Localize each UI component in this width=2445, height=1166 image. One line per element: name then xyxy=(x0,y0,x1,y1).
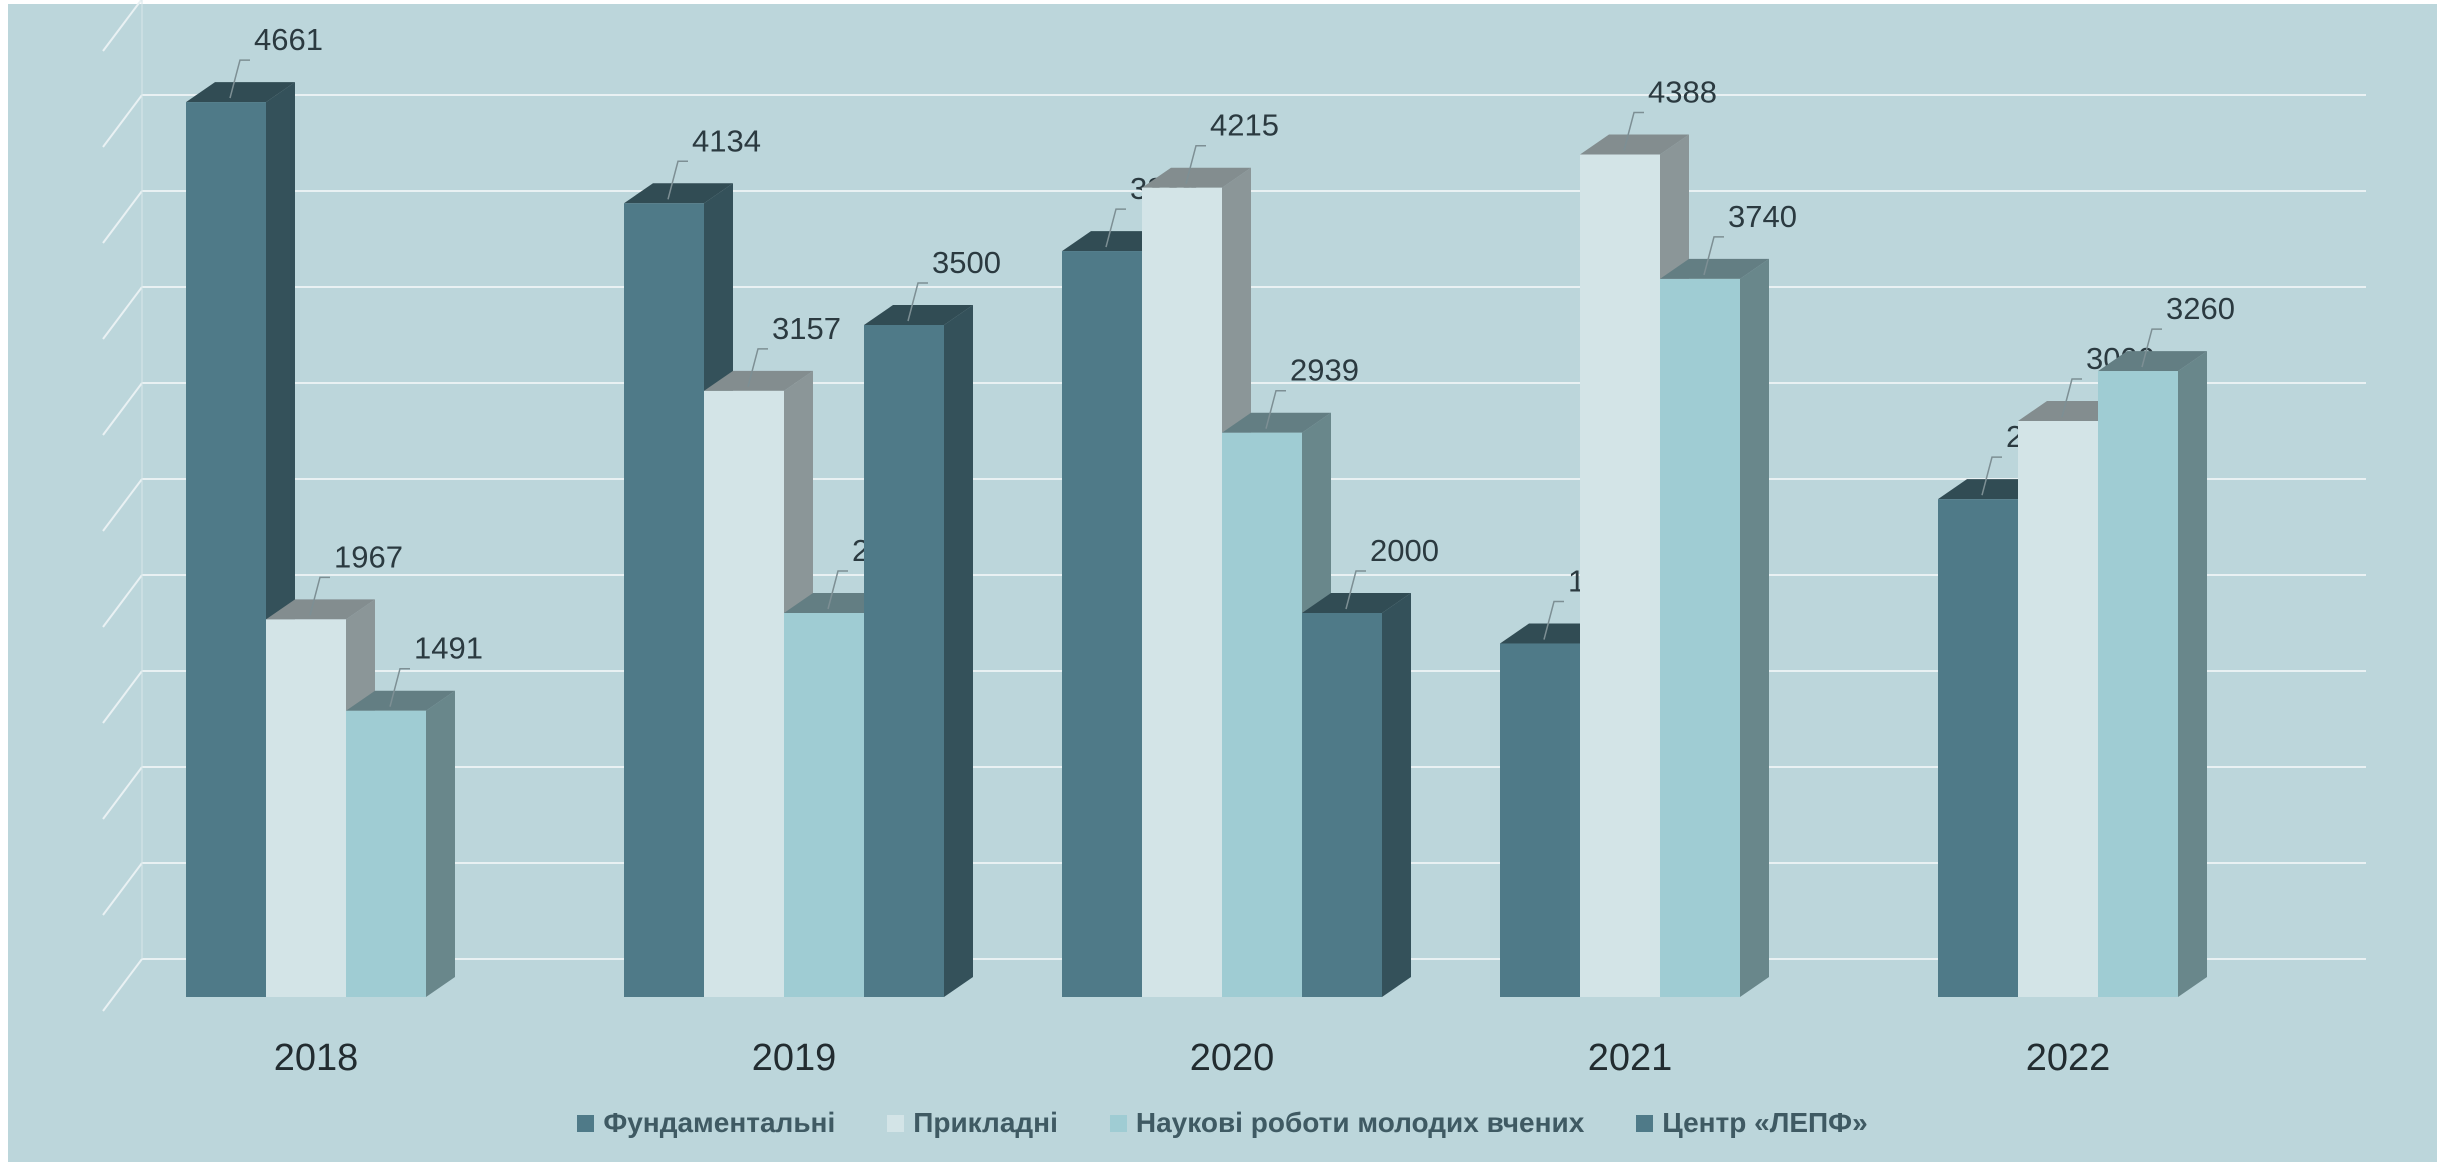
data-label: 1491 xyxy=(414,631,483,666)
x-tick-label: 2021 xyxy=(1588,1037,1673,1079)
bar xyxy=(266,619,346,997)
bar xyxy=(186,102,266,997)
legend-item: Центр «ЛЕПФ» xyxy=(1636,1107,1868,1139)
bar-side xyxy=(944,305,973,997)
label-leader xyxy=(1623,111,1644,151)
legend-item: Фундаментальні xyxy=(577,1107,835,1139)
label-leader xyxy=(667,160,688,200)
label-leader xyxy=(2141,328,2162,368)
gridline-side xyxy=(102,766,143,820)
bar-side xyxy=(2178,351,2207,998)
bar-top xyxy=(1302,593,1411,613)
x-tick-label: 2019 xyxy=(752,1037,837,1079)
bar xyxy=(784,613,864,997)
bar-top xyxy=(2098,351,2207,372)
gridline-side xyxy=(102,958,143,1012)
label-leader xyxy=(229,59,250,99)
bar-top xyxy=(1580,134,1689,155)
bar xyxy=(704,390,784,998)
bar xyxy=(1500,643,1580,997)
data-label: 4215 xyxy=(1210,108,1279,143)
data-label: 4388 xyxy=(1648,75,1717,110)
bar xyxy=(1222,432,1302,997)
label-leader xyxy=(1981,456,2002,496)
gridline-side xyxy=(102,670,143,724)
label-leader xyxy=(1185,144,1206,184)
data-label: 4134 xyxy=(692,123,761,158)
data-label: 3157 xyxy=(772,311,841,346)
x-tick-label: 2020 xyxy=(1190,1037,1275,1079)
label-leader xyxy=(1345,570,1366,610)
bar xyxy=(1580,154,1660,997)
bar xyxy=(864,325,944,997)
bar xyxy=(2018,421,2098,997)
gridline-side xyxy=(102,286,143,340)
label-leader xyxy=(1543,600,1564,640)
label-leader xyxy=(1105,208,1126,248)
label-leader xyxy=(827,570,848,610)
bar xyxy=(1062,251,1142,997)
bar-top xyxy=(624,183,733,204)
legend-label: Наукові роботи молодих вчених xyxy=(1135,1107,1585,1138)
bar-top xyxy=(864,305,973,325)
bar-top xyxy=(1222,412,1331,433)
bar xyxy=(2098,371,2178,998)
data-label: 3260 xyxy=(2166,291,2235,326)
gridline-side xyxy=(102,574,143,628)
data-label: 2939 xyxy=(1290,353,1359,388)
legend-swatch xyxy=(1636,1114,1654,1132)
bar xyxy=(1142,187,1222,998)
data-label: 3740 xyxy=(1728,199,1797,234)
bar xyxy=(346,710,426,997)
legend-item: Прикладні xyxy=(887,1107,1058,1139)
label-leader xyxy=(309,576,330,616)
legend-label: Центр «ЛЕПФ» xyxy=(1662,1107,1868,1138)
gridline-side xyxy=(102,190,143,244)
bar-top xyxy=(1142,167,1251,188)
legend-swatch xyxy=(1109,1114,1127,1132)
label-leader xyxy=(747,348,768,388)
data-label: 4661 xyxy=(254,22,323,57)
bar-top xyxy=(186,82,295,103)
label-leader xyxy=(2061,378,2082,418)
bar-side xyxy=(1382,593,1411,997)
data-label: 3500 xyxy=(932,245,1001,280)
gridline-side xyxy=(102,94,143,148)
data-label: 2000 xyxy=(1370,533,1439,568)
bar-top xyxy=(346,690,455,711)
data-label: 1967 xyxy=(334,539,403,574)
legend-swatch xyxy=(577,1114,595,1132)
bar xyxy=(1938,499,2018,997)
gridline-side xyxy=(102,478,143,532)
label-leader xyxy=(389,667,410,707)
label-leader xyxy=(1703,236,1724,276)
bar-top xyxy=(704,370,813,391)
legend: Фундаментальні Прикладні Наукові роботи мо… xyxy=(0,1107,2445,1139)
gridline-side xyxy=(102,862,143,916)
legend-swatch xyxy=(887,1114,905,1132)
bar xyxy=(624,203,704,998)
legend-label: Прикладні xyxy=(913,1107,1058,1138)
gridline-side xyxy=(102,0,143,52)
label-leader xyxy=(1265,389,1286,429)
bar xyxy=(1660,278,1740,997)
x-tick-label: 2018 xyxy=(274,1037,359,1079)
bar-side xyxy=(426,690,455,997)
label-leader xyxy=(907,282,928,322)
legend-label: Фундаментальні xyxy=(603,1107,836,1138)
bar-top xyxy=(266,599,375,620)
bar xyxy=(1302,613,1382,997)
x-tick-label: 2022 xyxy=(2026,1037,2111,1079)
bar-top xyxy=(1660,258,1769,279)
gridline-side xyxy=(102,382,143,436)
bar-side xyxy=(1740,258,1769,997)
legend-item: Наукові роботи молодих вчених xyxy=(1109,1107,1585,1139)
